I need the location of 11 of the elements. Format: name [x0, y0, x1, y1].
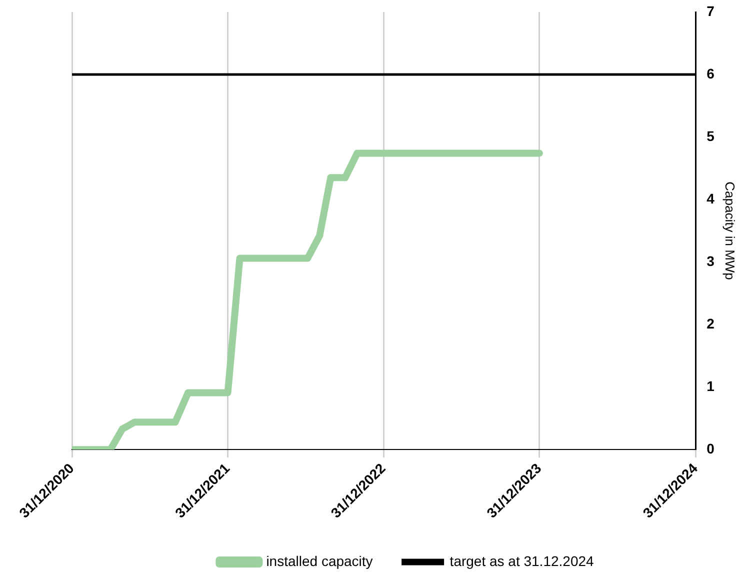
y-tick-label: 2	[706, 315, 715, 332]
y-tick-label: 5	[706, 128, 715, 144]
legend-label: installed capacity	[266, 552, 373, 569]
y-tick-label: 3	[706, 252, 715, 269]
legend-label: target as at 31.12.2024	[450, 552, 594, 569]
y-tick-label: 1	[706, 378, 715, 394]
y-tick-label: 6	[706, 65, 715, 82]
y-tick-label: 7	[706, 2, 715, 19]
y-axis-title: Capacity in MWp	[722, 182, 738, 280]
y-tick-label: 0	[706, 440, 715, 456]
y-tick-label: 4	[706, 190, 715, 206]
